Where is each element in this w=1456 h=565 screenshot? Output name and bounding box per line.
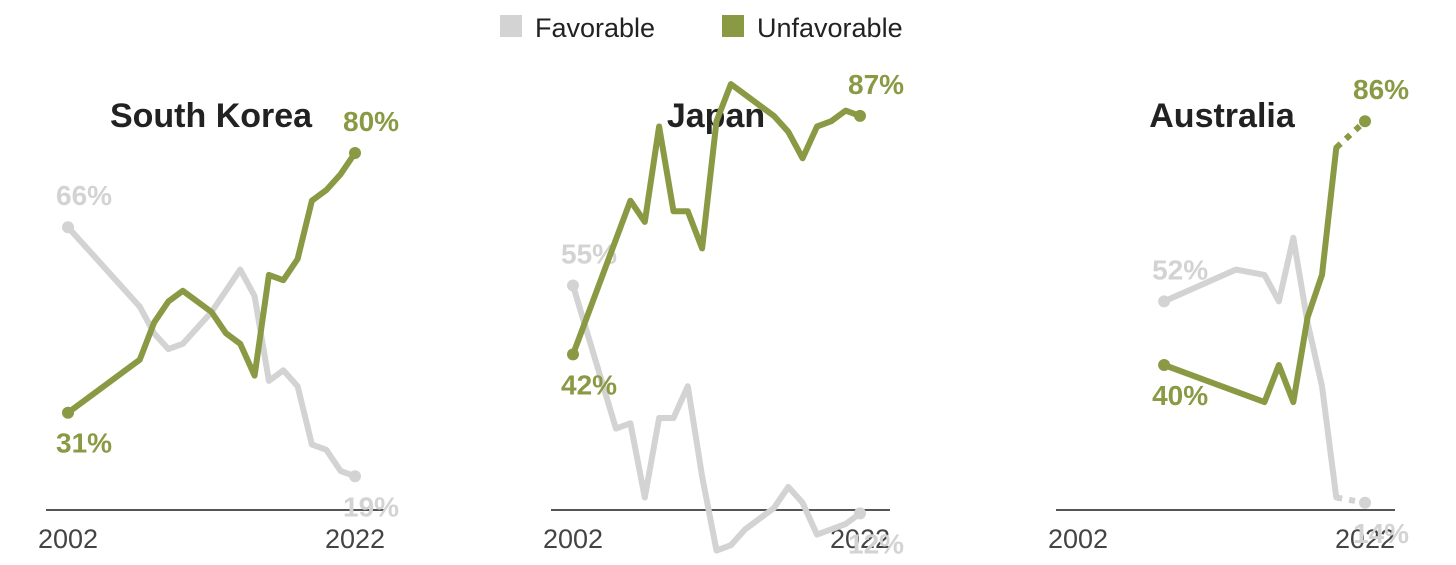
point-start-unfavorable (1158, 359, 1171, 371)
legend-swatch-unfavorable (722, 15, 744, 37)
series-line-unfavorable (1161, 144, 1340, 406)
point-start-unfavorable (567, 348, 579, 361)
legend: Favorable Unfavorable (500, 13, 903, 43)
x-tick-label: 2002 (1048, 524, 1108, 554)
end-value-label-favorable: 12% (848, 528, 904, 559)
point-start-favorable (62, 221, 74, 234)
start-value-label-unfavorable: 40% (1152, 380, 1208, 411)
series-line-unfavorable (570, 81, 863, 358)
point-end-favorable (854, 507, 866, 520)
point-end-unfavorable (349, 147, 361, 159)
point-end-favorable (1359, 496, 1371, 509)
series-gap-favorable (1335, 494, 1366, 506)
point-end-favorable (349, 470, 361, 483)
start-value-label-favorable: 66% (56, 180, 112, 211)
series-line-favorable (1161, 234, 1340, 501)
series-line-unfavorable (65, 150, 358, 416)
legend-label-favorable: Favorable (535, 13, 655, 43)
start-value-label-unfavorable: 31% (56, 428, 112, 459)
point-start-favorable (567, 279, 579, 292)
legend-label-unfavorable: Unfavorable (757, 13, 903, 43)
legend-swatch-favorable (500, 15, 522, 37)
end-value-label-favorable: 14% (1353, 518, 1409, 549)
x-tick-label: 2022 (1335, 524, 1395, 554)
point-start-unfavorable (62, 406, 74, 419)
end-value-label-favorable: 19% (343, 491, 399, 522)
series-line-favorable (570, 282, 863, 554)
panel-title: Australia (1149, 97, 1296, 135)
point-start-favorable (1158, 295, 1171, 308)
panel-australia: Australia 2002 2022 52% 14% 40% 86% (1048, 74, 1409, 554)
start-value-label-unfavorable: 42% (561, 369, 617, 400)
point-end-unfavorable (1359, 115, 1371, 128)
end-value-label-unfavorable: 87% (848, 69, 904, 100)
end-value-label-unfavorable: 86% (1353, 74, 1409, 105)
panel-title: South Korea (110, 97, 313, 135)
x-tick-label: 2002 (38, 524, 98, 554)
panel-south-korea: South Korea 2002 2022 66% 19% 31% 80% (38, 97, 399, 554)
x-tick-label: 2022 (325, 524, 385, 554)
end-value-label-unfavorable: 80% (343, 106, 399, 137)
start-value-label-favorable: 52% (1152, 254, 1208, 285)
point-end-unfavorable (854, 109, 866, 122)
series-line-favorable (65, 224, 358, 480)
x-tick-label: 2002 (543, 524, 603, 554)
